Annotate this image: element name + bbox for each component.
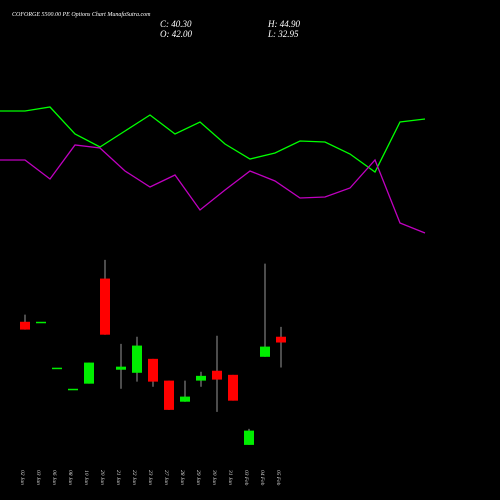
- stat-high: H: 44.90: [267, 19, 300, 29]
- candle-body: [52, 367, 62, 370]
- x-tick-label: 05 Feb: [275, 470, 281, 486]
- x-tick-label: 02 Jan: [19, 470, 25, 485]
- candle-body: [196, 375, 206, 381]
- candle-body: [116, 366, 126, 370]
- x-tick-label: 23 Jan: [147, 470, 153, 485]
- x-tick-label: 03 Jan: [35, 470, 41, 485]
- candle-body: [132, 345, 142, 373]
- stat-low: L: 32.95: [267, 29, 299, 39]
- x-tick-label: 10 Jan: [83, 470, 89, 485]
- candle-body: [148, 358, 158, 382]
- x-tick-label: 27 Jan: [163, 470, 169, 485]
- candle-body: [228, 374, 238, 401]
- indicator-line: [0, 106, 426, 173]
- candle-body: [180, 396, 190, 402]
- candle-body: [244, 430, 254, 445]
- x-tick-label: 31 Jan: [227, 469, 233, 485]
- x-tick-label: 06 Jan: [51, 470, 57, 485]
- x-tick-label: 29 Jan: [195, 470, 201, 485]
- x-tick-label: 28 Jan: [179, 470, 185, 485]
- candle-body: [212, 370, 222, 380]
- x-tick-label: 30 Jan: [211, 469, 217, 485]
- candle-body: [20, 321, 30, 330]
- candle-body: [68, 388, 78, 391]
- chart-title: COFORGE 5500.00 PE Options Chart MunafaS…: [12, 11, 151, 18]
- candle-body: [100, 278, 110, 335]
- x-tick-label: 22 Jan: [131, 470, 137, 485]
- x-tick-label: 03 Feb: [243, 470, 249, 486]
- x-tick-label: 04 Feb: [259, 470, 266, 486]
- candle-body: [84, 362, 94, 384]
- candle-body: [164, 380, 174, 410]
- candle-body: [276, 336, 286, 343]
- x-tick-label: 20 Jan: [99, 470, 105, 485]
- indicator-line: [0, 144, 426, 234]
- stat-close: C: 40.30: [160, 19, 192, 29]
- x-tick-label: 21 Jan: [115, 470, 121, 485]
- stat-open: O: 42.00: [160, 29, 192, 39]
- x-tick-label: 08 Jan: [67, 470, 73, 485]
- candle-body: [260, 346, 270, 357]
- candle-body: [36, 321, 46, 324]
